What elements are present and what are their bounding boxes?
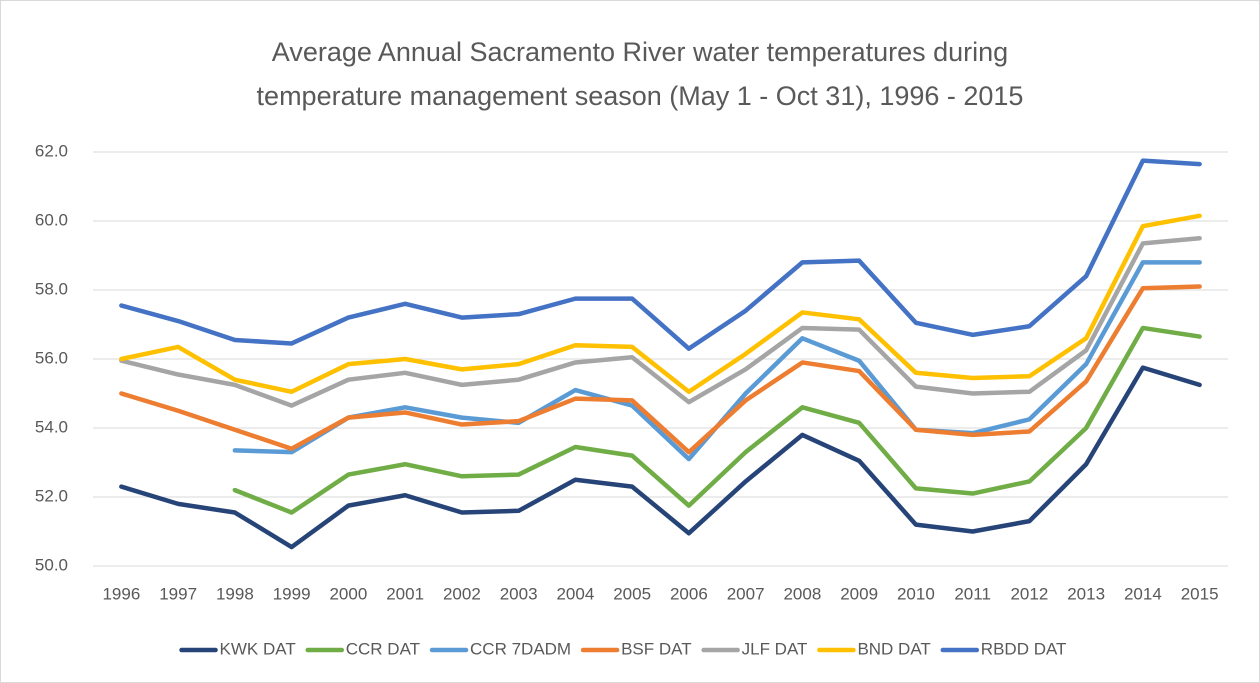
- x-tick-label: 2003: [500, 584, 538, 603]
- legend-label: CCR DAT: [346, 639, 420, 658]
- series-line: [119, 365, 1202, 550]
- series-line: [119, 158, 1202, 351]
- y-tick-label: 60.0: [35, 210, 68, 229]
- x-tick-label: 2000: [329, 584, 367, 603]
- x-tick-label: 1999: [273, 584, 311, 603]
- x-tick-label: 2007: [727, 584, 765, 603]
- x-tick-label: 1996: [102, 584, 140, 603]
- x-tick-label: 1997: [159, 584, 197, 603]
- y-tick-label: 50.0: [35, 555, 68, 574]
- x-tick-label: 2006: [670, 584, 708, 603]
- x-tick-label: 2004: [556, 584, 594, 603]
- x-tick-label: 2008: [783, 584, 821, 603]
- x-tick-label: 2011: [954, 584, 991, 603]
- legend-label: BND DAT: [857, 639, 930, 658]
- series-line: [119, 236, 1202, 408]
- x-tick-label: 1998: [216, 584, 254, 603]
- series-line: [232, 325, 1202, 515]
- legend-label: KWK DAT: [220, 639, 296, 658]
- y-tick-label: 54.0: [35, 417, 68, 436]
- x-tick-label: 2009: [840, 584, 878, 603]
- series-line: [119, 213, 1202, 395]
- series-line: [119, 284, 1202, 455]
- y-tick-label: 58.0: [35, 279, 68, 298]
- y-tick-label: 52.0: [35, 486, 68, 505]
- x-tick-label: 2014: [1124, 584, 1162, 603]
- x-tick-label: 2010: [897, 584, 935, 603]
- legend-label: JLF DAT: [742, 639, 808, 658]
- x-tick-label: 2015: [1181, 584, 1219, 603]
- chart-title: Average Annual Sacramento River water te…: [272, 37, 1008, 67]
- x-tick-label: 2005: [613, 584, 651, 603]
- x-tick-label: 2002: [443, 584, 481, 603]
- legend-label: CCR 7DADM: [470, 639, 571, 658]
- legend-label: BSF DAT: [621, 639, 692, 658]
- x-tick-label: 2012: [1010, 584, 1048, 603]
- x-tick-label: 2001: [386, 584, 424, 603]
- legend-label: RBDD DAT: [981, 639, 1067, 658]
- x-tick-label: 2013: [1067, 584, 1105, 603]
- y-tick-label: 56.0: [35, 348, 68, 367]
- y-tick-label: 62.0: [35, 141, 68, 160]
- chart-title: temperature management season (May 1 - O…: [257, 81, 1024, 111]
